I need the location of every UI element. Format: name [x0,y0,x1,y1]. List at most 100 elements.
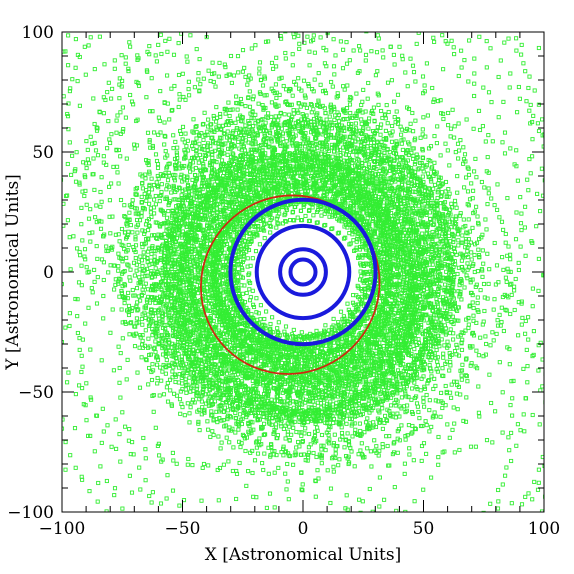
object-marker [508,269,513,274]
object-marker [501,227,506,232]
object-marker [182,140,187,145]
object-marker [426,378,431,383]
object-marker [418,135,423,140]
object-marker [479,179,484,185]
object-marker [369,110,374,115]
object-marker [503,231,508,237]
object-marker [390,123,395,129]
object-marker [153,193,158,199]
object-marker [274,453,279,458]
object-marker [489,196,494,201]
object-marker [163,149,168,154]
object-marker [177,161,182,166]
object-marker [472,169,477,174]
object-marker [486,191,491,196]
object-marker [291,425,296,430]
object-marker [117,239,122,244]
object-marker [173,139,178,144]
object-marker [299,88,304,93]
object-marker [165,183,170,188]
object-marker [480,248,485,253]
object-marker [158,194,163,199]
object-marker [357,421,362,426]
object-marker [206,117,211,122]
object-marker [508,257,513,262]
object-marker [165,380,170,386]
object-marker [464,374,469,379]
object-marker [471,313,476,318]
object-marker [359,102,364,108]
object-marker [385,121,390,126]
object-marker [497,215,502,220]
object-marker [254,296,259,301]
object-marker [187,411,192,416]
object-marker [291,327,296,332]
object-marker [433,398,438,403]
object-marker [319,358,325,363]
object-marker [133,255,138,261]
object-marker [194,136,199,141]
object-marker [123,215,128,220]
object-marker [455,174,460,179]
object-marker [492,203,497,208]
object-marker [194,386,199,391]
object-marker [399,132,404,137]
object-marker [216,123,221,128]
object-marker [506,244,511,249]
object-marker [438,153,443,158]
object-marker [344,413,349,418]
object-marker [170,258,175,263]
object-marker [256,101,261,106]
object-marker [238,445,243,450]
object-marker [432,134,437,139]
object-marker [274,216,279,221]
object-marker [155,162,161,167]
object-marker [411,129,416,134]
object-marker [482,185,487,190]
object-marker [239,102,244,107]
object-marker [433,304,438,309]
object-marker [140,181,145,186]
object-marker [241,257,246,262]
object-marker [408,121,413,126]
object-marker [456,156,461,161]
object-marker [139,241,145,246]
object-marker [272,118,277,123]
object-marker [475,301,480,306]
object-marker [447,219,452,224]
object-marker [183,131,188,136]
object-marker [495,207,500,212]
object-marker [243,104,248,109]
object-marker [122,301,127,306]
object-marker [227,440,232,445]
object-marker [488,343,493,348]
object-marker [422,404,427,409]
object-marker [170,349,175,354]
object-marker [478,288,483,293]
object-marker [137,267,142,272]
object-marker [415,304,420,309]
object-marker [380,115,385,121]
object-marker [127,203,132,208]
object-marker [219,127,224,132]
object-marker [286,453,291,458]
object-marker [160,369,165,374]
object-marker [308,102,313,107]
object-marker [443,141,448,146]
object-marker [421,271,426,276]
object-marker [303,426,308,431]
object-marker [240,291,245,296]
object-marker [311,450,316,456]
object-marker [360,411,365,416]
object-marker [298,397,303,402]
object-marker [201,121,206,127]
object-marker [250,97,255,102]
object-marker [246,247,252,253]
object-marker [462,185,467,190]
object-marker [122,283,128,288]
object-marker [233,120,238,125]
object-marker [146,217,151,222]
object-marker [481,261,486,266]
object-marker [276,320,281,325]
